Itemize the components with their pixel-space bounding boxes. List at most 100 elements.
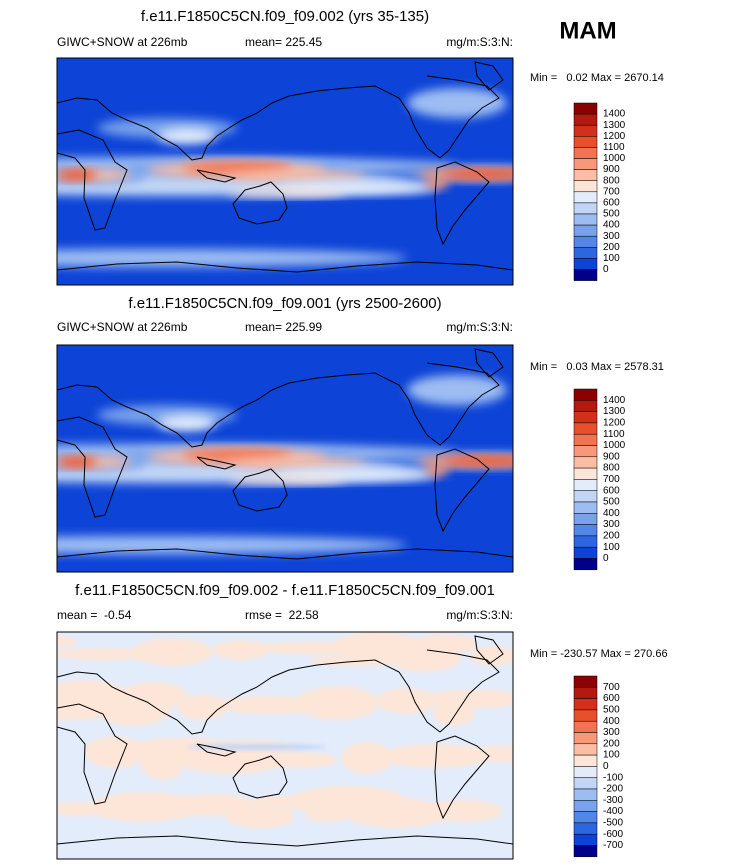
field-contour [182, 162, 292, 174]
center-label: rmse = 22.58 [245, 608, 319, 622]
left-label: mean = -0.54 [57, 608, 132, 622]
field-contour [213, 640, 269, 660]
colorbar-box [573, 422, 598, 435]
colorbar-label: 700 [603, 682, 620, 693]
field-contour [187, 744, 327, 750]
map-frame [56, 631, 514, 860]
field-contour [97, 692, 171, 726]
panel-title: f.e11.F1850C5CN.f09_f09.002 - f.e11.F185… [75, 582, 495, 599]
coastline [57, 548, 513, 560]
colorbar-label: -700 [603, 840, 623, 851]
coastline [57, 703, 128, 805]
map-panel [56, 344, 514, 573]
colorbar-label: 500 [603, 209, 620, 220]
coastline [474, 348, 504, 378]
colorbar-box [573, 501, 598, 514]
field-contour [442, 170, 513, 178]
coastline [434, 448, 490, 533]
coastline [196, 456, 237, 470]
colorbar-box [573, 158, 598, 170]
colorbar-box [573, 687, 598, 699]
colorbar-label: 1400 [603, 395, 626, 406]
colorbar-label: 400 [603, 220, 620, 231]
colorbar-label: 600 [603, 198, 620, 209]
coastline [57, 85, 376, 161]
colorbar-label: 100 [603, 253, 620, 264]
colorbar-label: 700 [603, 186, 620, 197]
colorbar-label: 200 [603, 242, 620, 253]
field [57, 58, 513, 285]
season-label: MAM [559, 17, 616, 44]
colorbar-box [573, 136, 598, 148]
field-contour [305, 808, 351, 822]
colorbar-box [573, 169, 598, 181]
colorbar-label: 200 [603, 738, 620, 749]
colorbar-box [573, 833, 598, 846]
field-contour [227, 171, 367, 181]
coastline [57, 416, 128, 518]
colorbar-label: 700 [603, 474, 620, 485]
colorbar-label: 1300 [603, 406, 626, 417]
field-contour [57, 702, 115, 720]
colorbar-box [573, 258, 598, 270]
colorbar-label: 100 [603, 542, 620, 553]
colorbar-box [573, 675, 598, 688]
field [57, 632, 513, 859]
colorbar-label: 800 [603, 463, 620, 474]
field-contour [57, 170, 97, 180]
field-contour [57, 802, 103, 816]
field-contour [469, 646, 513, 666]
colorbar-label: 0 [603, 264, 609, 275]
colorbar-label: 0 [603, 761, 609, 772]
coastline [374, 649, 500, 733]
colorbar-label: -400 [603, 806, 623, 817]
colorbar-label: 0 [603, 553, 609, 564]
colorbar-box [573, 698, 598, 711]
colorbar-label: 1400 [603, 109, 626, 120]
colorbar-label: 400 [603, 508, 620, 519]
colorbar-label: 500 [603, 705, 620, 716]
field-contour [57, 636, 77, 648]
field-contour [341, 742, 393, 774]
field-contour [217, 696, 323, 714]
colorbar-box [573, 743, 598, 756]
colorbar-box [573, 467, 598, 480]
colorbar-label: 300 [603, 519, 620, 530]
colorbar-box [573, 513, 598, 525]
field-contour [141, 748, 185, 780]
field-contour [345, 798, 447, 828]
colorbar-label: 600 [603, 485, 620, 496]
colorbar-box [573, 456, 598, 469]
field [57, 345, 513, 572]
colorbar-label: 300 [603, 727, 620, 738]
colorbar-box [573, 720, 598, 733]
colorbar-box [573, 147, 598, 159]
colorbar-box [573, 388, 598, 401]
field-contour [182, 449, 292, 461]
field-contour [181, 750, 281, 774]
colorbar-box [573, 445, 598, 458]
colorbar-box [573, 732, 598, 745]
panel-title: f.e11.F1850C5CN.f09_f09.002 (yrs 35-135) [141, 8, 429, 25]
field-contour [57, 648, 157, 660]
field-contour [227, 189, 347, 197]
field-contour [225, 806, 295, 828]
field-contour [253, 642, 365, 654]
coastline [57, 835, 513, 847]
colorbar-box [573, 811, 598, 824]
field-contour [85, 736, 145, 768]
coastline [57, 129, 128, 231]
colorbar-label: -200 [603, 784, 623, 795]
colorbar-label: 1000 [603, 153, 626, 164]
coastline [374, 362, 500, 446]
colorbar-label: 1100 [603, 142, 625, 153]
min-max-label: Min = 0.02 Max = 2670.14 [530, 72, 664, 84]
field-contour [177, 694, 227, 720]
colorbar-box [573, 754, 598, 767]
colorbar-label: 1000 [603, 440, 626, 451]
coastline [196, 743, 237, 757]
coastline [474, 635, 504, 665]
colorbar-box [573, 822, 598, 835]
colorbar-box [573, 124, 598, 137]
